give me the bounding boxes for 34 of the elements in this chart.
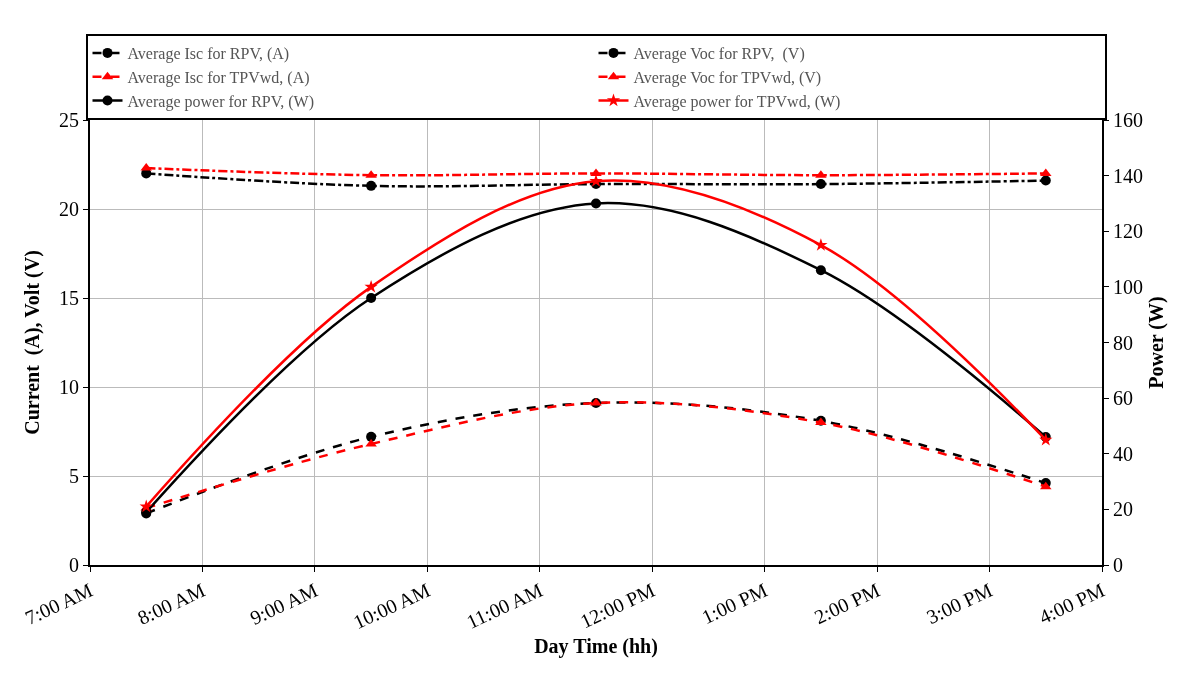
x-tick-label: 11:00 AM xyxy=(463,578,546,633)
legend-label: Average Isc for RPV, (A) xyxy=(127,45,290,64)
legend-label: Average Voc for TPVwd, (V) xyxy=(633,68,822,87)
y2-tick-label: 100 xyxy=(1113,275,1143,298)
x-tick-label: 12:00 PM xyxy=(576,578,659,633)
x-tick-label: 2:00 PM xyxy=(810,578,884,629)
x-tick-label: 1:00 PM xyxy=(698,578,771,629)
legend-label: Average Voc for RPV, (V) xyxy=(633,45,805,64)
y2-tick-label: 140 xyxy=(1113,164,1143,187)
legend-label: Average Isc for TPVwd, (A) xyxy=(127,68,310,87)
y2-tick-label: 40 xyxy=(1113,442,1133,465)
x-tick-label: 10:00 AM xyxy=(349,578,434,634)
y2-tick-label: 120 xyxy=(1113,220,1143,243)
y2-tick-label: 160 xyxy=(1113,109,1143,131)
x-tick-label: 9:00 AM xyxy=(246,578,321,629)
x-tick-label: 8:00 AM xyxy=(134,578,209,629)
y-tick-label: 0 xyxy=(69,554,79,576)
y2-axis-title: Power (W) xyxy=(1145,296,1168,389)
y-tick-label: 5 xyxy=(69,465,79,487)
x-tick-label: 4:00 PM xyxy=(1035,578,1109,629)
x-tick-label: 3:00 PM xyxy=(923,578,996,629)
x-tick-label: 7:00 AM xyxy=(21,578,97,629)
y-tick-label: 20 xyxy=(59,198,79,220)
y-tick-label: 15 xyxy=(59,287,79,309)
y-tick-label: 25 xyxy=(59,109,79,131)
x-axis-title: Day Time (hh) xyxy=(534,634,658,658)
legend-label: Average power for RPV, (W) xyxy=(127,92,314,111)
legend-label: Average power for TPVwd, (W) xyxy=(633,92,841,111)
y-axis-title: Current (A), Volt (V) xyxy=(21,250,44,435)
y2-tick-label: 0 xyxy=(1113,554,1123,576)
y-tick-label: 10 xyxy=(59,376,79,398)
y2-tick-label: 20 xyxy=(1113,498,1133,521)
y2-tick-label: 60 xyxy=(1113,387,1133,410)
y2-tick-label: 80 xyxy=(1113,331,1133,354)
